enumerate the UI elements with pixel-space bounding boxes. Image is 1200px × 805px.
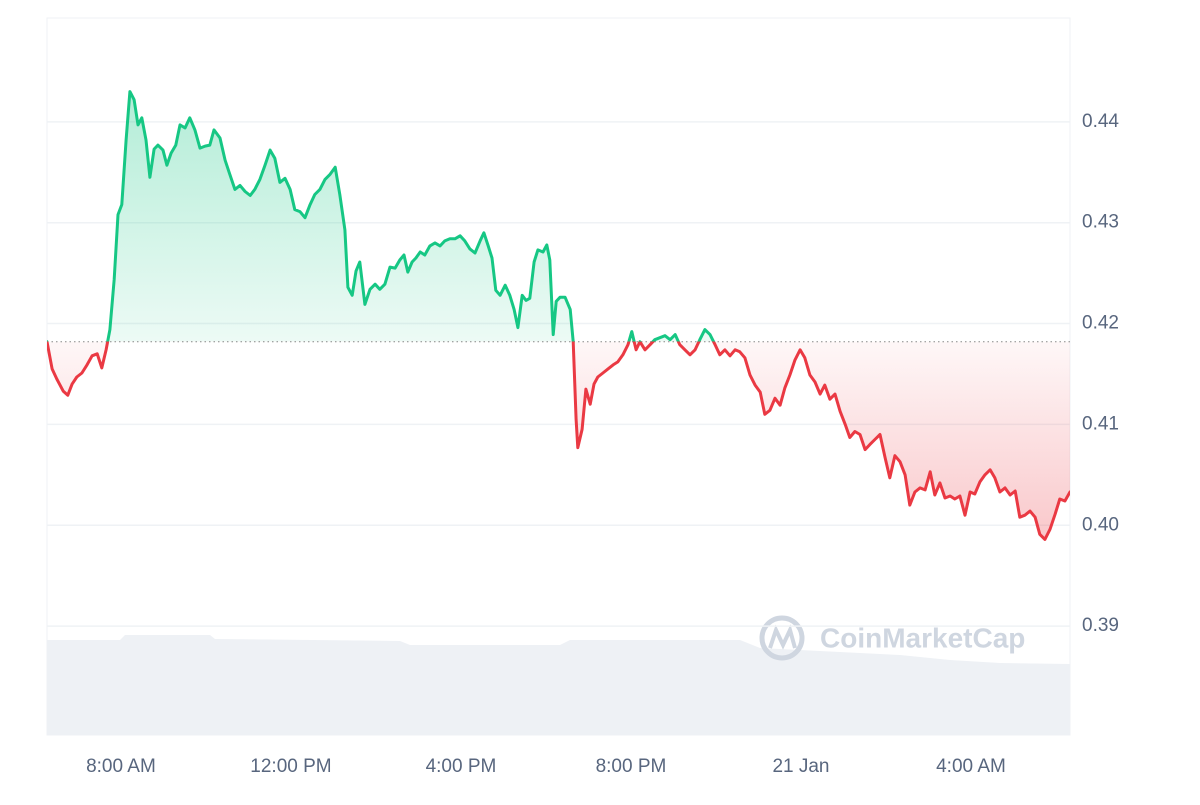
y-tick-label: 0.40	[1082, 514, 1119, 535]
area-fill	[47, 91, 1070, 540]
x-tick-label: 8:00 AM	[86, 756, 156, 777]
y-tick-label: 0.39	[1082, 615, 1119, 636]
y-tick-label: 0.41	[1082, 413, 1119, 434]
x-tick-label: 4:00 PM	[426, 756, 497, 777]
x-tick-label: 21 Jan	[772, 756, 829, 777]
volume-background	[47, 635, 1070, 735]
x-tick-label: 4:00 AM	[936, 756, 1006, 777]
y-tick-label: 0.44	[1082, 111, 1119, 132]
price-line	[47, 90, 1070, 541]
x-tick-label: 12:00 PM	[250, 756, 331, 777]
x-tick-label: 8:00 PM	[596, 756, 667, 777]
plot	[47, 90, 1070, 541]
watermark: CoinMarketCap	[759, 615, 1025, 661]
watermark-text: CoinMarketCap	[820, 622, 1025, 653]
y-tick-label: 0.42	[1082, 313, 1119, 334]
y-tick-label: 0.43	[1082, 212, 1119, 233]
